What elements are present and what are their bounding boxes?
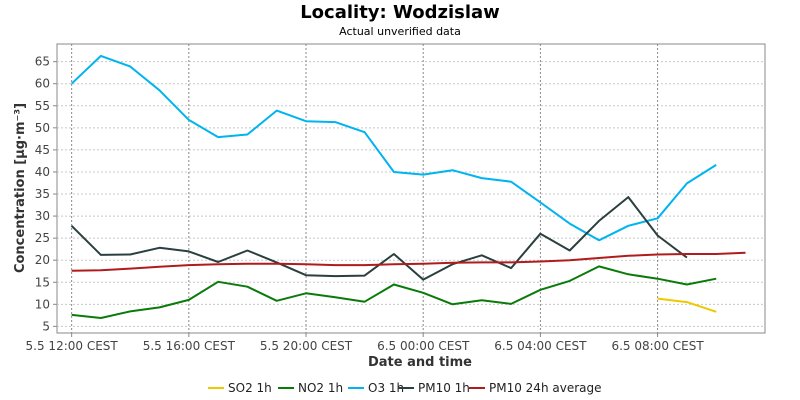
y-tick-label: 20 xyxy=(35,253,50,267)
legend-label-no2-1h: NO2 1h xyxy=(298,381,343,395)
legend-label-so2-1h: SO2 1h xyxy=(228,381,272,395)
x-axis-ticks: 5.5 12:00 CEST 5.5 16:00 CEST 5.5 20:00 CE… xyxy=(26,333,704,353)
legend-label-pm10-1h: PM10 1h xyxy=(418,381,470,395)
series-line-o3-1h xyxy=(70,54,717,242)
series-line-so2-1h xyxy=(657,297,717,313)
y-tick-label: 65 xyxy=(35,55,50,69)
x-tick-label: 6.5 04:00 CEST xyxy=(494,339,587,353)
series-line-pm10-24h-average xyxy=(71,251,746,272)
vertical-gridlines xyxy=(71,44,659,333)
x-tick-label: 6.5 08:00 CEST xyxy=(611,339,704,353)
y-tick-label: 10 xyxy=(35,297,50,311)
y-axis-ticks: 5 10 15 20 25 30 35 40 45 50 55 60 65 xyxy=(35,55,57,333)
chart-subtitle: Actual unverified data xyxy=(339,25,461,38)
y-tick-label: 60 xyxy=(35,77,50,91)
y-tick-label: 40 xyxy=(35,165,50,179)
series-line-no2-1h xyxy=(71,265,717,319)
chart-title: Locality: Wodzislaw xyxy=(300,2,500,23)
series-lines xyxy=(70,54,746,319)
x-tick-label: 5.5 12:00 CEST xyxy=(26,339,119,353)
y-tick-label: 55 xyxy=(35,99,50,113)
plot-area xyxy=(56,43,766,334)
x-axis-title: Date and time xyxy=(368,355,472,370)
y-tick-label: 45 xyxy=(35,143,50,157)
y-axis-title: Concentration [µg·m⁻³] xyxy=(13,103,28,273)
legend-label-pm10-24h-average: PM10 24h average xyxy=(489,381,602,395)
y-tick-label: 25 xyxy=(35,231,50,245)
x-tick-label: 5.5 20:00 CEST xyxy=(260,339,353,353)
y-tick-label: 50 xyxy=(35,121,50,135)
x-tick-label: 6.5 00:00 CEST xyxy=(377,339,470,353)
legend: SO2 1h NO2 1h O3 1h PM10 1h PM10 24h average xyxy=(208,381,602,395)
x-tick-label: 5.5 16:00 CEST xyxy=(143,339,236,353)
y-tick-label: 35 xyxy=(35,187,50,201)
legend-label-o3-1h: O3 1h xyxy=(368,381,404,395)
y-tick-label: 30 xyxy=(35,209,50,223)
y-tick-label: 15 xyxy=(35,275,50,289)
y-tick-label: 5 xyxy=(42,319,50,333)
